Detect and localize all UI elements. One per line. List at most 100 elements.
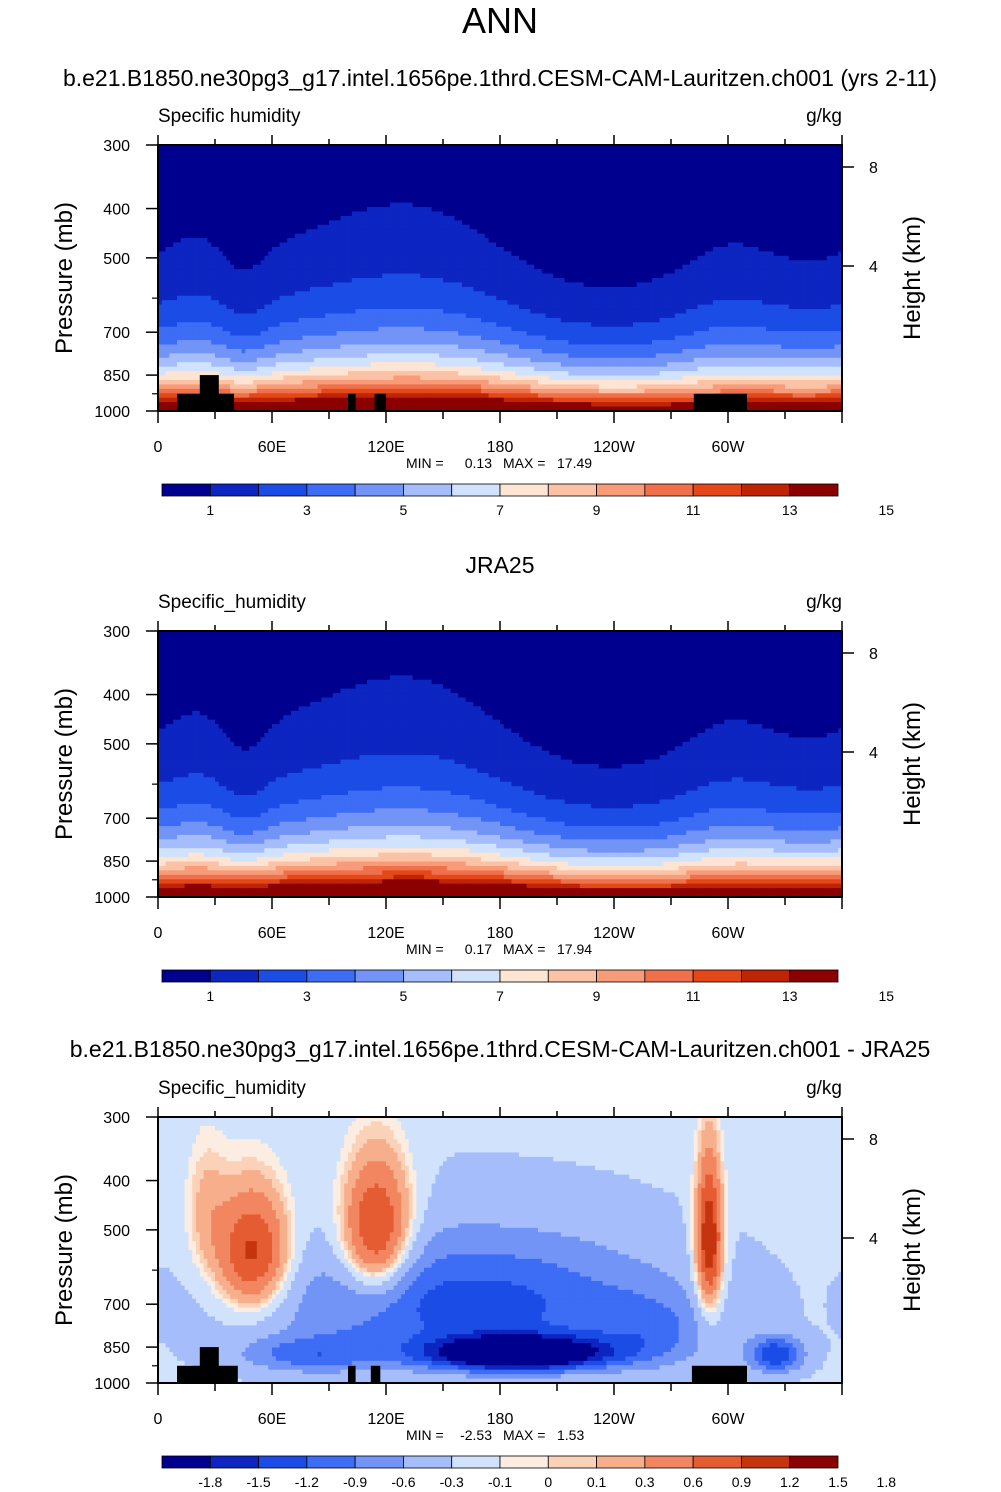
contour-cell [446, 184, 452, 190]
contour-cell [735, 242, 740, 248]
contour-cell [450, 229, 455, 235]
contour-cell [465, 198, 471, 204]
contour-cell [477, 211, 482, 217]
contour-cell [781, 145, 786, 151]
contour-cell [222, 189, 227, 195]
contour-cell [503, 233, 509, 239]
contour-cell [446, 246, 452, 252]
contour-cell [773, 193, 778, 199]
contour-cell [587, 251, 592, 257]
contour-cell [576, 171, 581, 177]
contour-cell [283, 220, 288, 226]
contour-cell [249, 229, 254, 235]
contour-cell [807, 224, 813, 230]
contour-cell [625, 153, 630, 159]
contour-cell [473, 215, 478, 221]
contour-cell [595, 198, 600, 204]
contour-cell [264, 176, 269, 182]
contour-cell [758, 176, 763, 182]
contour-cell [617, 251, 623, 257]
contour-cell [507, 255, 512, 261]
contour-cell [260, 233, 265, 239]
contour-cell [180, 260, 186, 266]
contour-cell [306, 202, 311, 208]
contour-cell [321, 207, 326, 213]
contour-cell [279, 211, 284, 217]
contour-cell [355, 153, 360, 159]
contour-cell [477, 145, 482, 151]
contour-cell [272, 171, 277, 177]
contour-cell [705, 149, 710, 155]
contour-cell [576, 264, 581, 270]
contour-cell [348, 153, 353, 159]
contour-cell [294, 246, 300, 252]
contour-cell [674, 220, 680, 226]
contour-cell [256, 255, 262, 261]
contour-cell [359, 211, 364, 217]
contour-cell [682, 215, 687, 221]
contour-cell [541, 167, 547, 173]
contour-cell [781, 158, 786, 164]
contour-cell [249, 198, 254, 204]
contour-cell [739, 220, 744, 226]
contour-cell [697, 224, 702, 230]
contour-cell [720, 202, 725, 208]
contour-cell [488, 238, 493, 244]
contour-cell [731, 153, 737, 159]
contour-cell [541, 238, 547, 244]
contour-cell [610, 153, 615, 159]
contour-cell [226, 233, 231, 239]
contour-cell [576, 162, 581, 168]
contour-cell [207, 171, 212, 177]
contour-cell [534, 153, 539, 159]
contour-cell [598, 255, 604, 261]
contour-cell [234, 233, 239, 239]
contour-cell [560, 220, 566, 226]
contour-cell [158, 162, 163, 168]
contour-cell [693, 260, 699, 266]
contour-cell [313, 184, 319, 190]
contour-cell [401, 220, 406, 226]
contour-cell [260, 176, 265, 182]
contour-cell [325, 211, 330, 217]
contour-cell [633, 171, 638, 177]
contour-cell [796, 198, 801, 204]
contour-cell [374, 167, 379, 173]
contour-cell [690, 242, 695, 248]
contour-cell [484, 171, 490, 177]
contour-cell [256, 180, 262, 186]
contour-cell [682, 211, 687, 217]
contour-cell [386, 145, 391, 151]
contour-cell [439, 260, 444, 266]
contour-cell [484, 251, 490, 257]
contour-cell [815, 193, 820, 199]
contour-cell [215, 198, 220, 204]
contour-cell [511, 184, 516, 190]
contour-cell [184, 180, 189, 186]
contour-cell [541, 180, 547, 186]
contour-cell [465, 189, 471, 195]
contour-cell [416, 193, 421, 199]
contour-cell [686, 251, 691, 257]
contour-cell [557, 202, 562, 208]
contour-cell [663, 207, 668, 213]
contour-cell [747, 229, 752, 235]
contour-cell [272, 184, 277, 190]
contour-cell [348, 167, 353, 173]
contour-cell [724, 242, 729, 248]
contour-cell [188, 198, 193, 204]
contour-cell [728, 229, 733, 235]
contour-cell [834, 176, 839, 182]
contour-cell [834, 189, 839, 195]
contour-cell [644, 167, 649, 173]
contour-cell [393, 238, 398, 244]
contour-cell [678, 198, 683, 204]
contour-cell [473, 198, 478, 204]
contour-cell [458, 229, 463, 235]
contour-cell [180, 255, 186, 261]
contour-cell [363, 220, 368, 226]
contour-cell [454, 153, 459, 159]
contour-cell [735, 145, 740, 151]
contour-cell [230, 211, 235, 217]
contour-cell [579, 260, 585, 266]
